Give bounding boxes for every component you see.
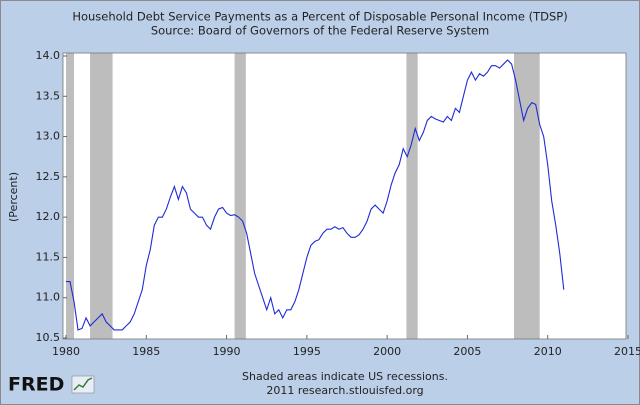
y-tick-label: 12.5 [36,170,61,183]
x-tick-label: 2005 [453,345,481,358]
recession-band [90,53,113,339]
logo-icon [71,375,95,394]
logo: FRED [8,374,64,396]
x-tick-label: 1995 [293,345,321,358]
recession-note: Shaded areas indicate US recessions. [242,370,448,383]
x-tick-label: 1990 [213,345,241,358]
x-tick-label: 1985 [132,345,160,358]
y-tick-label: 13.0 [36,130,61,143]
x-tick-label: 1980 [52,345,80,358]
y-tick-label: 10.5 [36,331,61,344]
y-axis-label: (Percent) [7,172,20,222]
recession-band [66,53,75,339]
x-tick-label: 2010 [534,345,562,358]
y-tick-label: 13.5 [36,89,61,102]
recession-band [406,53,418,339]
plot-area [63,53,626,339]
y-tick-label: 11.0 [36,291,61,304]
recession-band [513,53,540,339]
y-tick-label: 12.0 [36,210,61,223]
credit: 2011 research.stlouisfed.org [266,384,423,397]
x-tick-label: 2000 [373,345,401,358]
chart-title: Household Debt Service Payments as a Per… [72,10,567,24]
y-tick-label: 14.0 [36,49,61,62]
plot-border [62,52,627,340]
y-tick-label: 11.5 [36,250,61,263]
x-tick-label: 2015 [614,345,640,358]
data-line [66,59,565,331]
recession-band [234,53,246,339]
chart-subtitle: Source: Board of Governors of the Federa… [151,24,489,38]
